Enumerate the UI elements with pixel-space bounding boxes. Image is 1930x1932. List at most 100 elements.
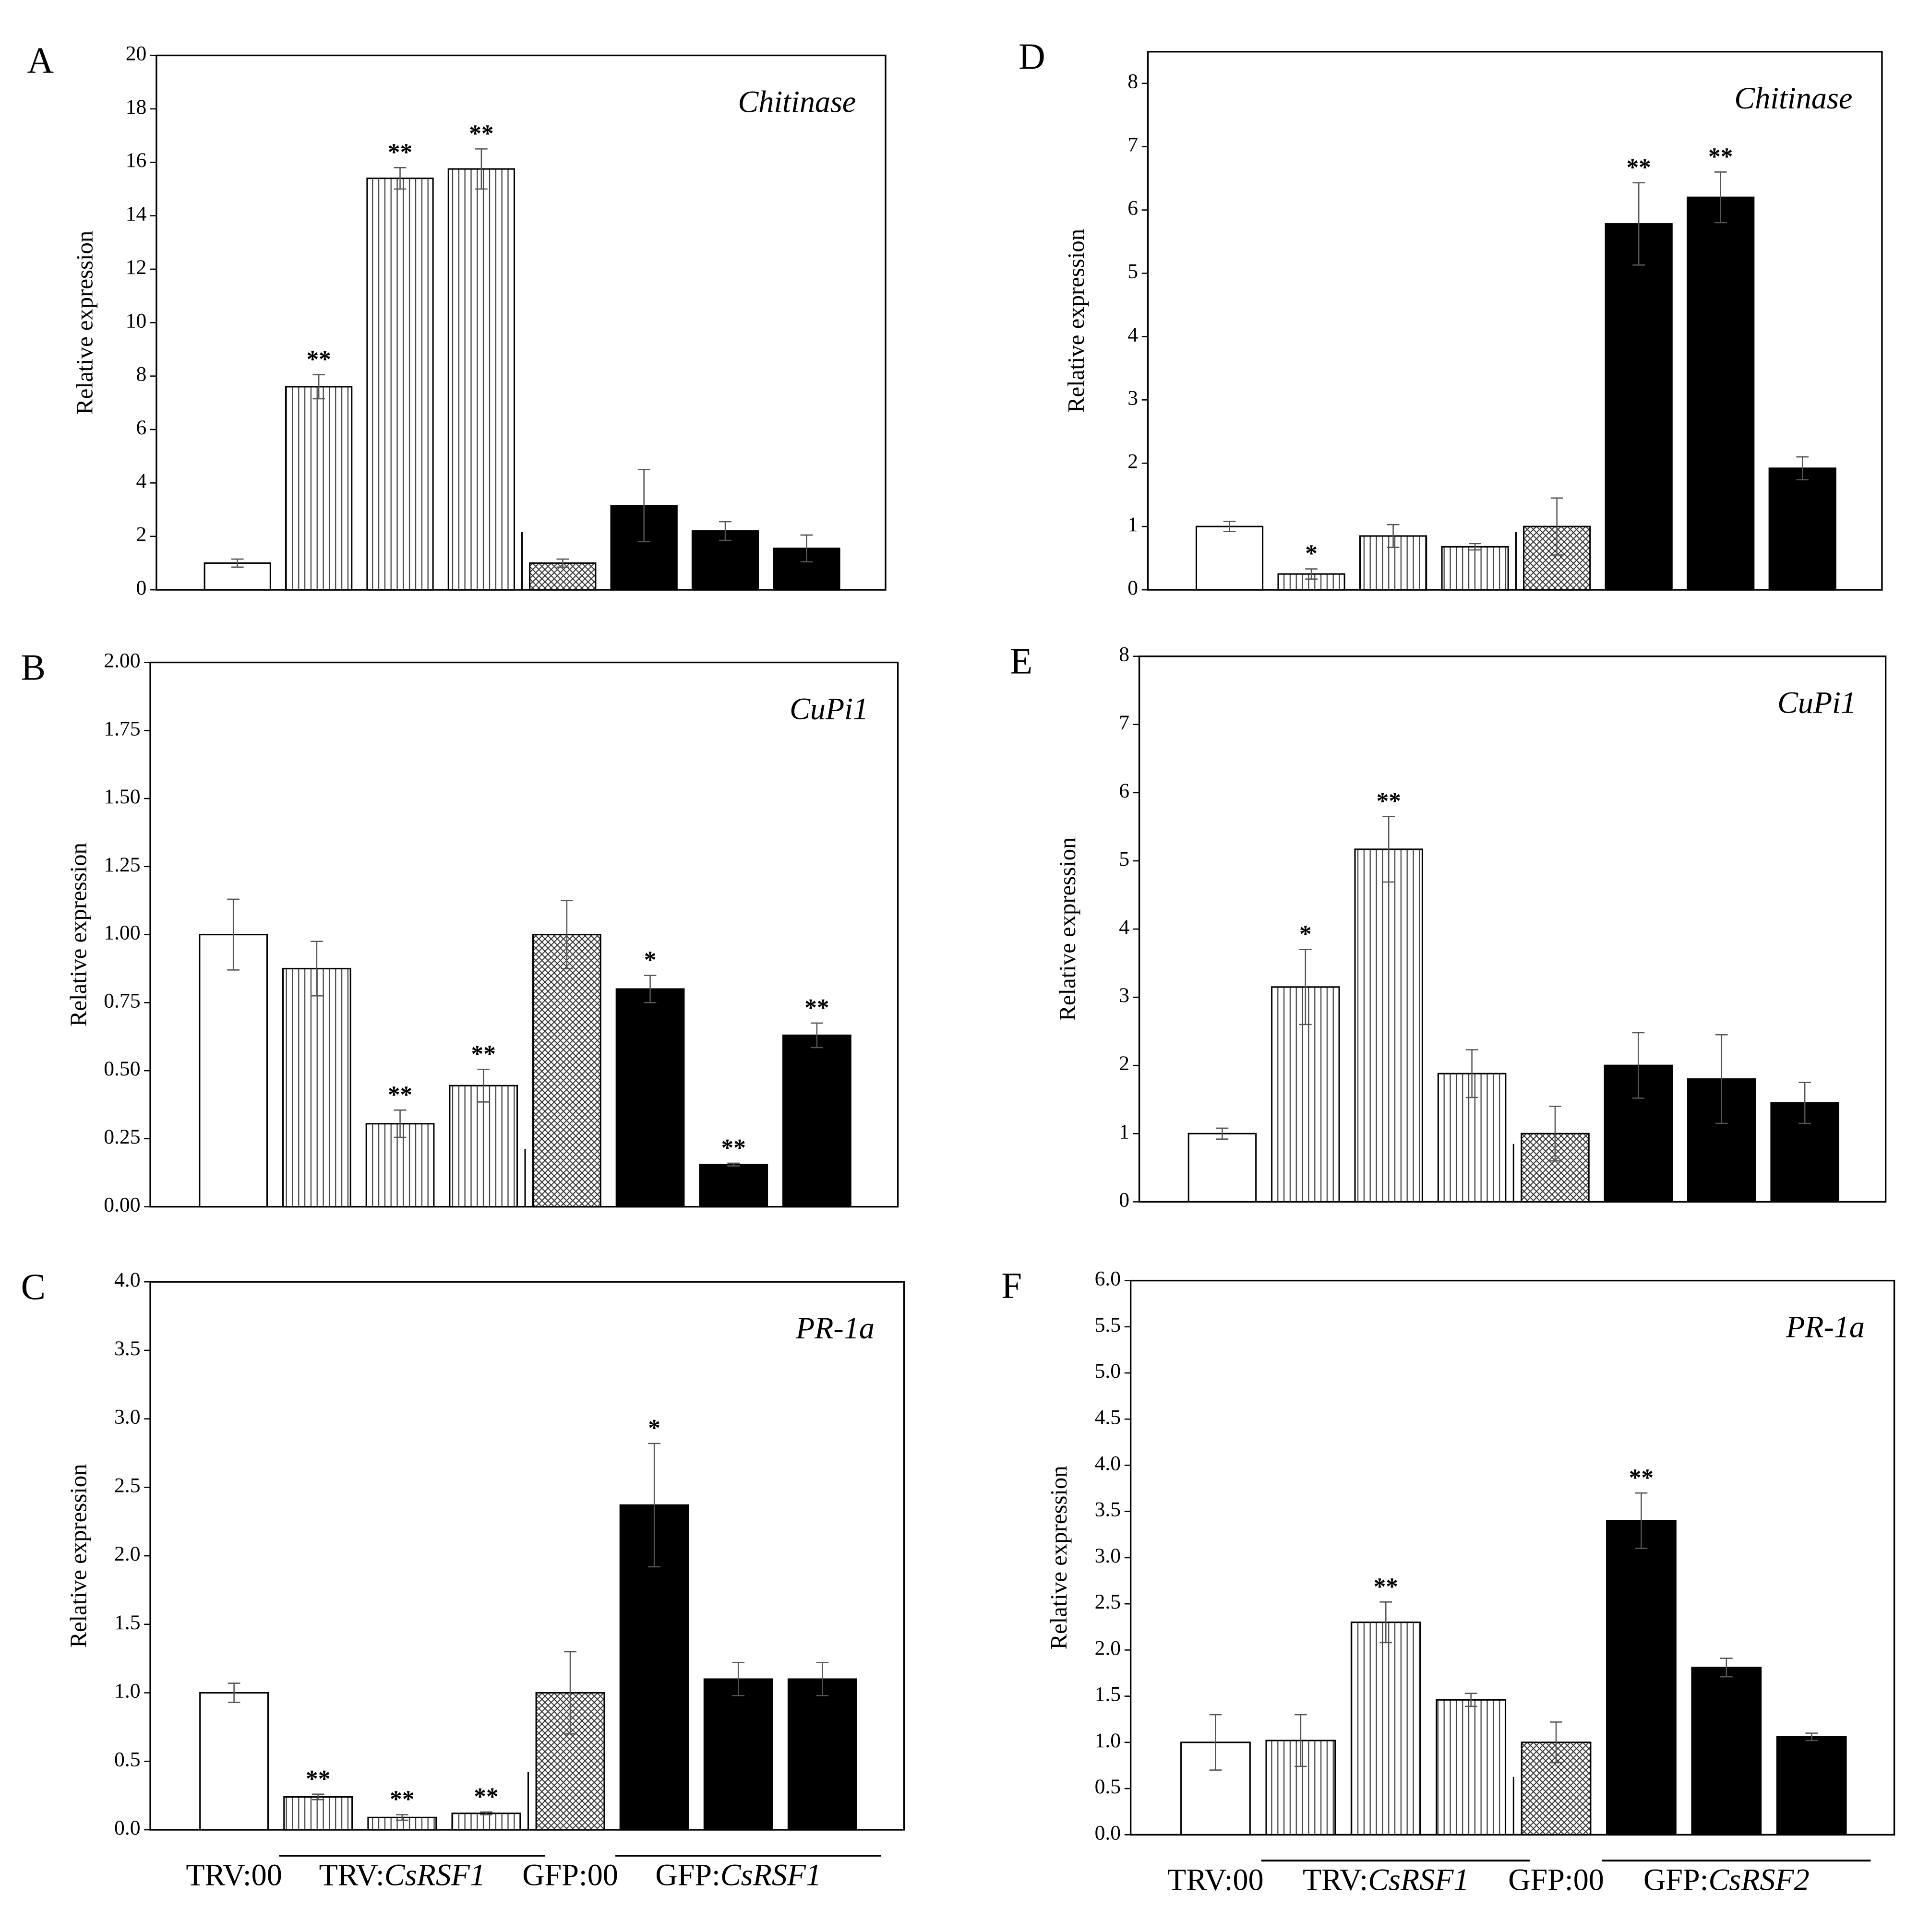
significance-label: ** xyxy=(721,1134,746,1162)
y-tick-label: 1 xyxy=(1119,1120,1129,1143)
y-tick-label: 4 xyxy=(1127,323,1138,346)
y-tick-label: 1.25 xyxy=(104,853,140,876)
significance-label: * xyxy=(644,946,657,974)
y-tick-label: 3.5 xyxy=(114,1337,141,1360)
group-label: GFP:CsRSF2 xyxy=(1643,1863,1810,1897)
significance-label: ** xyxy=(388,139,412,166)
y-tick-label: 3 xyxy=(1119,984,1129,1007)
group-label-gene: CsRSF2 xyxy=(1708,1863,1809,1897)
y-axis-label: Relative expression xyxy=(1063,229,1089,413)
y-tick-label: 4 xyxy=(1119,916,1129,939)
significance-label: ** xyxy=(1708,143,1733,170)
y-tick-label: 1.0 xyxy=(114,1680,141,1703)
bar xyxy=(1691,1667,1762,1836)
group-label: TRV:00 xyxy=(1167,1863,1263,1897)
error-bar xyxy=(719,521,731,541)
group-label: TRV:CsRSF1 xyxy=(319,1858,485,1892)
group-label: GFP:CsRSF1 xyxy=(655,1858,821,1892)
y-tick-label: 4.0 xyxy=(114,1268,141,1291)
significance-label: ** xyxy=(306,1765,330,1792)
bar xyxy=(449,1085,518,1208)
y-tick-label: 5.0 xyxy=(1095,1360,1121,1383)
y-tick-label: 1 xyxy=(1127,513,1138,536)
y-tick-label: 6.0 xyxy=(1095,1267,1121,1290)
gene-title: CuPi1 xyxy=(790,692,868,726)
error-bar xyxy=(1549,1106,1561,1162)
y-tick-label: 6 xyxy=(136,416,147,439)
y-tick-label: 3.0 xyxy=(114,1406,141,1429)
error-bar xyxy=(1465,1049,1478,1098)
y-tick-label: 5 xyxy=(1119,847,1129,871)
group-label-prefix: GFP: xyxy=(655,1858,720,1892)
error-bar xyxy=(1550,497,1563,556)
error-bar xyxy=(1387,524,1400,548)
error-bar xyxy=(394,167,407,190)
bar xyxy=(532,934,601,1208)
y-tick-label: 0.0 xyxy=(114,1816,141,1839)
group-label-prefix: TRV:00 xyxy=(186,1858,282,1892)
error-bar xyxy=(811,1022,823,1049)
bar xyxy=(282,967,351,1208)
error-bar xyxy=(312,374,325,400)
bar xyxy=(1441,546,1509,591)
y-tick-label: 12 xyxy=(126,256,147,279)
significance-label: ** xyxy=(1629,1464,1654,1491)
error-bar xyxy=(1464,1693,1477,1707)
y-axis-label: Relative expression xyxy=(66,1464,92,1648)
gene-title: Chitinase xyxy=(1734,81,1852,115)
y-tick-label: 0 xyxy=(1119,1188,1129,1211)
error-bar xyxy=(1295,1714,1307,1767)
bar xyxy=(703,1678,773,1831)
bar xyxy=(787,1678,857,1831)
error-bar xyxy=(1469,543,1481,551)
panel-letter: B xyxy=(21,646,46,688)
error-bar xyxy=(1382,816,1395,883)
bar xyxy=(610,505,678,591)
y-tick-label: 6 xyxy=(1127,197,1138,220)
y-tick-label: 8 xyxy=(1127,70,1138,93)
panel-letter: E xyxy=(1010,641,1032,682)
error-bar xyxy=(1305,568,1318,580)
error-bar xyxy=(1209,1714,1222,1771)
significance-label: ** xyxy=(469,120,493,147)
group-label: TRV:00 xyxy=(186,1858,282,1892)
plot-frame xyxy=(1147,51,1883,591)
gene-title: PR-1a xyxy=(795,1311,875,1345)
y-tick-label: 2.00 xyxy=(104,649,140,672)
significance-label: ** xyxy=(388,1081,412,1109)
significance-label: ** xyxy=(306,346,331,373)
y-tick-label: 6 xyxy=(1119,779,1129,802)
y-tick-label: 0.50 xyxy=(104,1057,140,1080)
significance-label: ** xyxy=(804,994,829,1021)
y-tick-label: 2.0 xyxy=(114,1542,141,1565)
panel-letter: F xyxy=(1001,1265,1022,1306)
error-bar xyxy=(231,558,244,568)
error-bar xyxy=(1635,1492,1648,1549)
bar xyxy=(1436,1699,1507,1836)
plot-frame xyxy=(1129,1279,1895,1836)
y-tick-label: 5.5 xyxy=(1095,1313,1121,1336)
bar xyxy=(285,386,353,591)
error-bar xyxy=(561,900,573,969)
y-tick-label: 0.25 xyxy=(104,1125,140,1148)
error-bar xyxy=(475,148,488,190)
bar xyxy=(1606,1520,1677,1836)
y-tick-label: 0 xyxy=(136,576,147,599)
error-bar xyxy=(1299,949,1312,1026)
bar xyxy=(615,988,685,1208)
error-bar xyxy=(1632,1032,1645,1099)
error-bar xyxy=(727,1162,740,1167)
error-bar xyxy=(1714,171,1727,224)
y-tick-label: 1.0 xyxy=(1095,1729,1121,1752)
significance-label: ** xyxy=(1627,154,1651,181)
error-bar xyxy=(228,1682,240,1703)
bar xyxy=(283,1796,353,1831)
bar xyxy=(1187,1133,1257,1203)
y-tick-label: 18 xyxy=(126,95,147,119)
y-tick-label: 0.75 xyxy=(104,989,140,1012)
error-bar xyxy=(396,1814,408,1821)
error-bar xyxy=(732,1662,745,1696)
y-tick-label: 0 xyxy=(1127,576,1138,599)
y-tick-label: 7 xyxy=(1127,133,1138,156)
y-tick-label: 3.0 xyxy=(1095,1544,1121,1567)
